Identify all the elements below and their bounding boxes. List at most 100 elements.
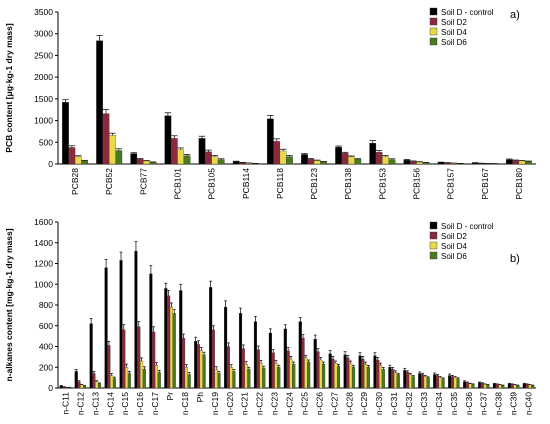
bar-pcb77-series-3 xyxy=(143,160,150,165)
bar-pcb101-series-1 xyxy=(164,115,172,165)
legend-swatch xyxy=(429,231,438,240)
bar-nc25-series-2 xyxy=(301,338,305,389)
y-tick-label: 800 xyxy=(39,300,53,310)
y-tick-label: 2000 xyxy=(34,72,53,82)
y-tick-label: 400 xyxy=(39,342,53,352)
bar-nc11-series-2 xyxy=(62,386,66,389)
bar-nc38-series-3 xyxy=(498,384,502,389)
bar-nc25-series-3 xyxy=(304,357,308,389)
bar-pcb180-series-3 xyxy=(518,160,526,165)
y-axis-label: PCB content [μg·kg-1 dry mass] xyxy=(4,23,14,153)
bar-pcb77-series-4 xyxy=(149,162,157,165)
bar-nc33-series-2 xyxy=(421,374,425,389)
bar-pcb157-series-1 xyxy=(437,162,445,165)
x-tick-label: n-C24 xyxy=(285,392,295,415)
x-tick-label: n-C21 xyxy=(240,392,250,415)
bar-nc26-series-2 xyxy=(316,351,320,389)
bar-pcb156-series-3 xyxy=(416,161,424,165)
x-tick-label: n-C40 xyxy=(524,392,534,415)
panel-label: b) xyxy=(510,253,520,265)
bar-pcb123-series-4 xyxy=(320,161,328,165)
x-tick-label: PCB156 xyxy=(412,168,422,200)
bar-nc36-series-2 xyxy=(465,382,469,389)
bar-nc26-series-4 xyxy=(322,363,326,389)
bar-nc23-series-1 xyxy=(268,332,272,389)
bar-nc39-series-4 xyxy=(516,385,520,389)
bar-nc23-series-3 xyxy=(274,362,278,389)
bar-nc15-series-3 xyxy=(125,367,129,389)
bar-nc31-series-2 xyxy=(391,369,395,389)
y-axis-label: n-alkanes content [mg·kg-1 dry mass] xyxy=(4,228,14,381)
bar-nc20-series-3 xyxy=(229,367,233,389)
bar-pcb153-series-2 xyxy=(375,152,383,165)
bar-pcb52-series-3 xyxy=(109,135,116,165)
y-tick-label: 1600 xyxy=(34,217,53,227)
legend-label: Soil D4 xyxy=(441,242,467,251)
bar-nc22-series-3 xyxy=(259,362,263,389)
bar-nc22-series-2 xyxy=(256,349,260,389)
bar-nc23-series-2 xyxy=(271,352,275,389)
bar-nc21-series-4 xyxy=(247,369,251,389)
bar-nc27-series-2 xyxy=(331,358,335,389)
bar-nc40-series-4 xyxy=(531,385,535,389)
bar-nc30-series-2 xyxy=(376,359,380,389)
x-tick-label: n-C33 xyxy=(419,392,429,415)
bar-pcb180-series-4 xyxy=(525,161,532,165)
y-tick-label: 600 xyxy=(39,321,53,331)
bar-nc20-series-4 xyxy=(232,371,236,389)
bar-nc16-series-1 xyxy=(134,250,138,389)
bar-pr-series-2 xyxy=(167,295,171,389)
bar-nc18-series-3 xyxy=(184,367,188,389)
bar-pcb123-series-3 xyxy=(313,160,321,165)
bar-nc19-series-4 xyxy=(217,373,221,389)
bar-ph-series-1 xyxy=(194,341,198,389)
bar-pcb153-series-4 xyxy=(388,159,396,165)
bar-nc31-series-3 xyxy=(393,372,398,389)
bar-ph-series-2 xyxy=(196,344,201,389)
bar-nc19-series-3 xyxy=(214,369,218,389)
bar-pcb156-series-2 xyxy=(409,161,417,165)
y-tick-label: 1500 xyxy=(34,94,53,104)
bar-nc40-series-2 xyxy=(525,384,529,389)
x-tick-label: n-C18 xyxy=(180,392,190,415)
y-tick-label: 1400 xyxy=(34,238,53,248)
bar-pcb105-series-3 xyxy=(211,156,219,165)
y-tick-label: 2500 xyxy=(34,50,53,60)
bar-nc24-series-1 xyxy=(283,328,287,389)
bar-nc13-series-3 xyxy=(95,381,99,389)
bar-nc25-series-1 xyxy=(298,321,302,389)
bar-nc37-series-2 xyxy=(480,383,484,389)
legend-swatch xyxy=(429,37,438,46)
bar-pcb138-series-3 xyxy=(348,156,355,165)
y-tick-label: 0 xyxy=(48,383,53,393)
bar-nc18-series-4 xyxy=(187,374,191,389)
bar-pcb77-series-1 xyxy=(130,153,138,165)
legend-swatch xyxy=(429,221,438,230)
bar-nc13-series-2 xyxy=(92,373,96,389)
bar-nc15-series-2 xyxy=(122,329,126,389)
y-tick-label: 500 xyxy=(39,137,53,147)
bar-nc17-series-3 xyxy=(154,365,159,389)
bar-pr-series-1 xyxy=(164,288,168,389)
bar-nc24-series-3 xyxy=(289,358,293,389)
bar-pcb101-series-3 xyxy=(177,149,185,165)
x-tick-label: Ph xyxy=(195,392,205,403)
bar-pcb28-series-1 xyxy=(62,102,69,165)
x-tick-label: n-C34 xyxy=(434,392,444,415)
bar-nc23-series-4 xyxy=(277,367,281,389)
y-tick-label: 1000 xyxy=(34,279,53,289)
bar-pcb105-series-2 xyxy=(205,151,212,165)
legend-swatch xyxy=(429,7,438,16)
bar-nc26-series-1 xyxy=(313,339,317,389)
bar-nc16-series-4 xyxy=(142,369,146,389)
bar-nc34-series-3 xyxy=(438,377,442,389)
x-tick-label: n-C39 xyxy=(509,392,519,415)
legend-label: Soil D4 xyxy=(441,28,467,37)
legend-label: Soil D - control xyxy=(441,222,494,231)
x-tick-label: n-C27 xyxy=(329,392,339,415)
x-tick-label: PCB167 xyxy=(480,168,490,200)
bar-nc19-series-2 xyxy=(211,329,215,389)
bar-nc24-series-4 xyxy=(292,363,296,389)
bar-nc31-series-4 xyxy=(396,374,400,389)
x-tick-label: n-C19 xyxy=(210,392,220,415)
